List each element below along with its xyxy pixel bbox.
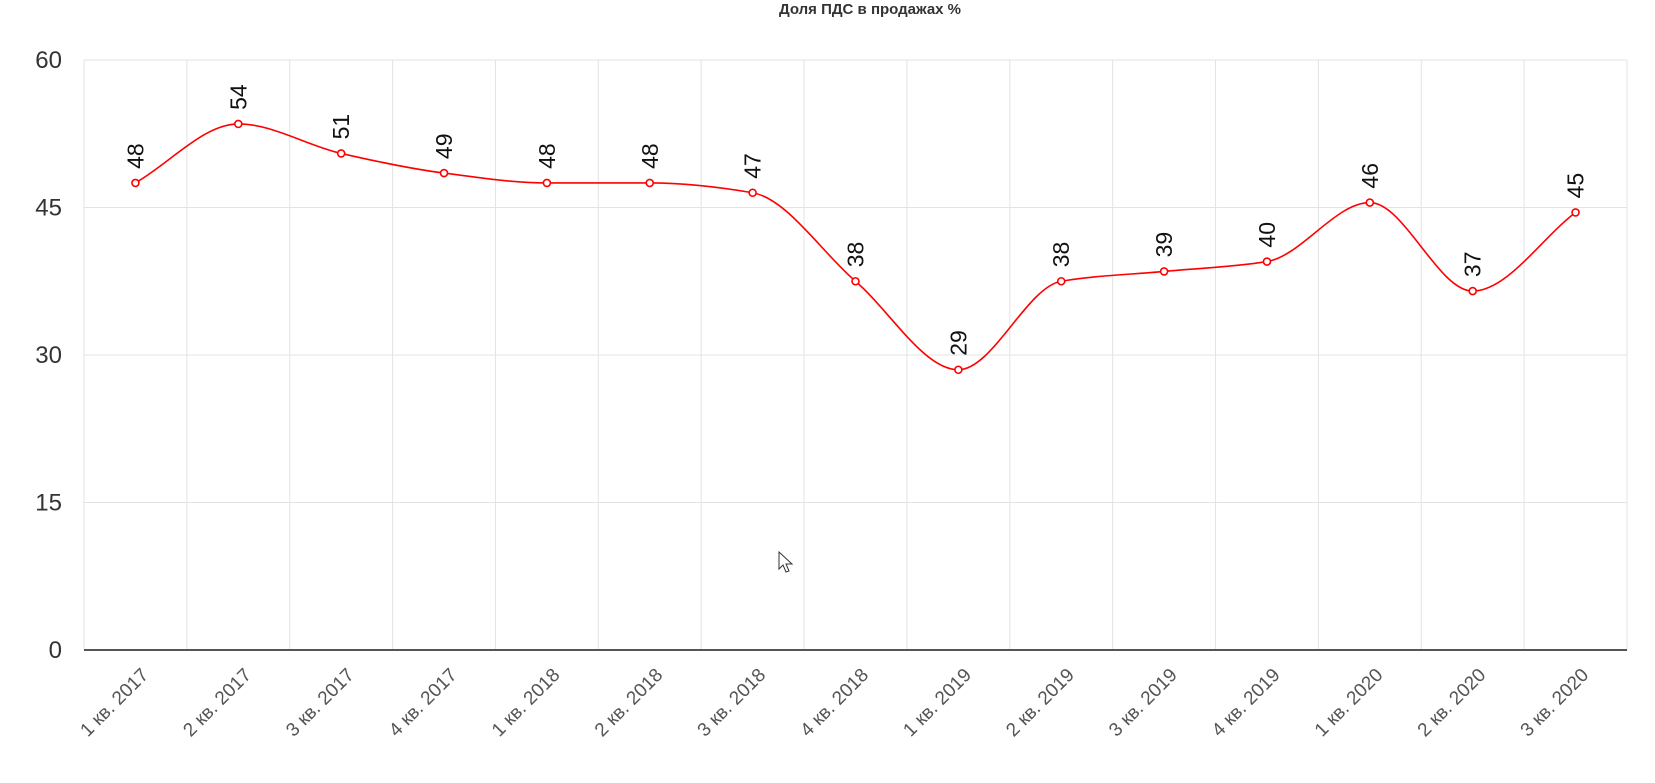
data-point[interactable] [234, 119, 243, 129]
data-label: 38 [1048, 242, 1074, 268]
data-label: 48 [637, 143, 663, 169]
y-tick-label: 15 [35, 490, 62, 517]
x-tick-label: 3 кв. 2020 [1517, 665, 1593, 741]
data-label: 46 [1357, 163, 1383, 189]
x-tick-label: 2 кв. 2019 [1002, 665, 1078, 741]
y-tick-label: 30 [35, 342, 62, 369]
y-tick-label: 0 [49, 637, 62, 664]
y-tick-label: 60 [35, 47, 62, 74]
data-point[interactable] [439, 168, 449, 178]
x-tick-label: 3 кв. 2018 [694, 665, 770, 741]
data-label: 40 [1254, 222, 1280, 248]
x-tick-label: 3 кв. 2017 [282, 665, 358, 741]
data-labels: 48 54 51 49 48 48 47 38 29 38 39 40 46 37 45 [122, 84, 1588, 356]
data-label: 48 [534, 143, 560, 169]
x-tick-label: 3 кв. 2019 [1105, 665, 1181, 741]
x-tick-label: 4 кв. 2019 [1208, 665, 1284, 741]
data-point[interactable] [748, 188, 757, 198]
data-label: 45 [1563, 173, 1589, 199]
y-tick-label: 45 [35, 195, 62, 222]
data-point[interactable] [851, 276, 860, 286]
data-point[interactable] [542, 178, 552, 188]
data-point[interactable] [336, 149, 346, 158]
data-point[interactable] [1468, 286, 1477, 296]
data-point[interactable] [954, 365, 963, 375]
data-label: 54 [225, 84, 251, 110]
data-label: 37 [1460, 251, 1486, 277]
x-tick-label: 1 кв. 2020 [1311, 665, 1387, 741]
data-label: 39 [1151, 232, 1177, 258]
x-tick-label: 2 кв. 2020 [1414, 665, 1490, 741]
x-tick-label: 2 кв. 2017 [179, 665, 255, 741]
data-label: 29 [945, 330, 971, 356]
data-point[interactable] [131, 178, 140, 188]
data-label: 49 [431, 133, 457, 159]
grid-lines [83, 59, 1628, 650]
data-point[interactable] [1262, 257, 1272, 266]
axes: 0 15 30 45 60 1 кв. 2017 2 кв. 2017 3 кв. 2017 4… [35, 47, 1627, 741]
data-point[interactable] [1365, 198, 1375, 207]
x-tick-label: 2 кв. 2018 [591, 665, 667, 741]
x-tick-label: 4 кв. 2017 [385, 665, 461, 741]
x-tick-label: 4 кв. 2018 [797, 665, 873, 741]
chart-title: Доля ПДС в продажах % [779, 1, 961, 18]
x-tick-label: 1 кв. 2018 [488, 665, 564, 741]
x-tick-label: 1 кв. 2017 [77, 665, 153, 741]
series-line [135, 123, 1577, 371]
x-tick-label: 1 кв. 2019 [899, 665, 975, 741]
data-point[interactable] [1159, 267, 1169, 276]
data-label: 48 [122, 143, 148, 169]
data-point[interactable] [1056, 276, 1066, 286]
data-label: 38 [843, 242, 869, 268]
data-point[interactable] [645, 178, 655, 188]
data-label: 51 [328, 114, 354, 140]
series-layer [131, 119, 1580, 375]
data-label: 47 [740, 153, 766, 179]
data-point[interactable] [1571, 208, 1580, 217]
mouse-cursor-icon [778, 550, 794, 573]
